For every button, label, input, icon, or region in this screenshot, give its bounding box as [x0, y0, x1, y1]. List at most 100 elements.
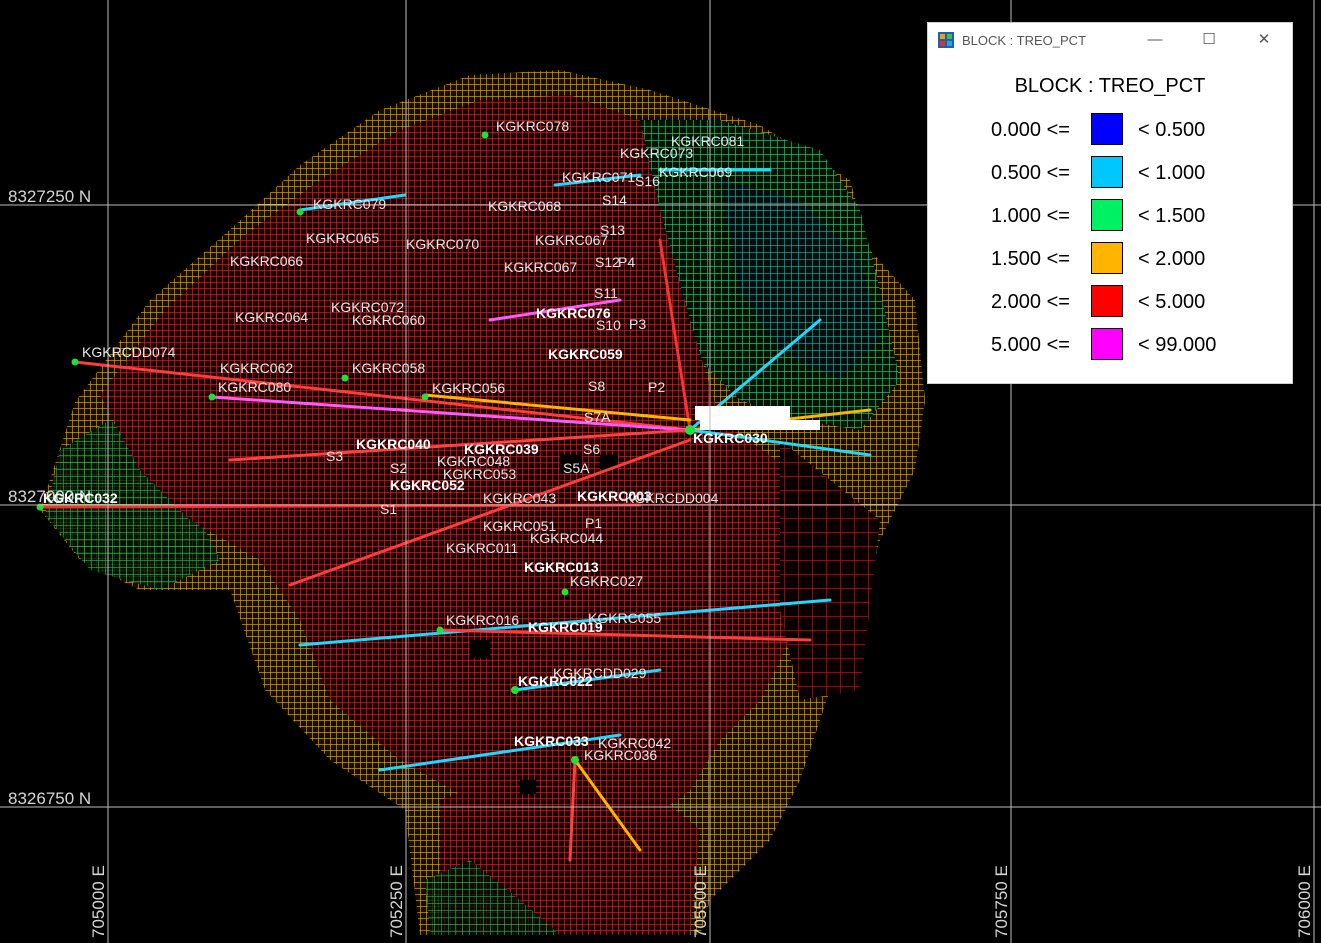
drill-trace: [573, 758, 642, 852]
legend-row: 1.000 <= < 1.500: [928, 198, 1292, 234]
northing-labels: 8327250 N 8327000 N 8326750 N: [8, 187, 91, 808]
hole-label: S5A: [563, 460, 590, 476]
legend-high: < 1.500: [1138, 205, 1206, 227]
legend-low: 0.500 <=: [991, 162, 1070, 184]
collar: [71, 358, 79, 366]
hole-label: KGKRC064: [235, 309, 308, 325]
block-void: [470, 640, 490, 658]
block-model-red-core: [100, 95, 800, 850]
drill-trace: [438, 628, 812, 642]
hole-label: KGKRC040: [356, 436, 431, 452]
hole-label: KGKRC044: [530, 530, 603, 546]
hole-label: KGKRC058: [352, 360, 425, 376]
collar: [561, 588, 569, 596]
block-void: [520, 780, 536, 794]
collar: [571, 756, 579, 764]
legend-swatch: [1091, 199, 1123, 231]
maximize-button[interactable]: ☐: [1202, 31, 1216, 48]
collar: [436, 626, 444, 634]
legend-swatch: [1091, 328, 1123, 360]
hole-label: P2: [648, 379, 665, 395]
hole-label: KGKRC078: [496, 118, 569, 134]
legend-row: 1.500 <= < 2.000: [928, 241, 1292, 277]
hole-label: KGKRC036: [584, 747, 657, 763]
hole-label: S11: [594, 285, 618, 301]
hole-label: KGKRC081: [671, 133, 744, 149]
hole-label: KGKRC076: [536, 305, 611, 321]
legend-low: 1.500 <=: [991, 248, 1070, 270]
hole-label: KGKRC043: [483, 490, 556, 506]
legend-low: 5.000 <=: [991, 334, 1070, 356]
legend-window[interactable]: BLOCK : TREO_PCT — ☐ ✕ BLOCK : TREO_PCT …: [927, 22, 1293, 384]
drill-trace: [513, 668, 662, 692]
hole-label: S14: [602, 192, 627, 208]
drill-trace: [553, 173, 642, 187]
legend-low: 0.000 <=: [991, 119, 1070, 141]
hole-label: KGKRC059: [548, 346, 623, 362]
drillhole-labels: KGKRC078 KGKRC081 KGKRC073 KGKRC069 KGKR…: [43, 118, 768, 763]
hole-label: S13: [600, 222, 625, 238]
hole-label: KGKRC019: [528, 619, 603, 635]
drill-trace: [210, 395, 692, 432]
minimize-button[interactable]: —: [1147, 31, 1163, 48]
hole-label: KGKRC053: [443, 466, 516, 482]
legend-low: 1.000 <=: [991, 205, 1070, 227]
hole-label: KGKRC056: [432, 380, 505, 396]
hole-label: S8: [588, 378, 605, 394]
close-button[interactable]: ✕: [1257, 31, 1271, 48]
easting-label: 705000 E: [89, 865, 108, 938]
hole-label: S1: [380, 501, 397, 517]
legend-row: 2.000 <= < 5.000: [928, 284, 1292, 320]
hole-label: KGKRC067: [535, 232, 608, 248]
hole-label: KGKRC069: [659, 164, 732, 180]
hole-label: KGKRC048: [437, 453, 510, 469]
legend-heading: BLOCK : TREO_PCT: [1014, 75, 1206, 97]
hole-label: KGKRC052: [390, 477, 465, 493]
hole-label: P3: [629, 316, 646, 332]
hole-label: KGKRC027: [570, 573, 643, 589]
drill-trace: [73, 360, 692, 432]
hole-label: KGKRC033: [514, 733, 589, 749]
legend-high: < 5.000: [1138, 291, 1206, 313]
drill-trace: [488, 298, 622, 322]
hole-label: KGKRC080: [218, 379, 291, 395]
legend-swatch: [1091, 113, 1123, 145]
collar: [421, 393, 429, 401]
hole-label: S16: [635, 173, 660, 189]
block-model: [40, 70, 925, 935]
hole-label: KGKRC016: [446, 612, 519, 628]
drill-trace: [298, 598, 832, 647]
easting-label: 705500 E: [691, 865, 710, 938]
collar: [208, 393, 216, 401]
legend-row: 5.000 <= < 99.000: [928, 327, 1292, 363]
collar: [685, 425, 695, 435]
hole-label: KGKRC066: [230, 253, 303, 269]
block-void: [560, 455, 582, 473]
legend-titlebar[interactable]: BLOCK : TREO_PCT — ☐ ✕: [928, 23, 1292, 57]
legend-swatch: [1091, 156, 1123, 188]
easting-labels: 705000 E 705250 E 705500 E 705750 E 7060…: [89, 865, 1314, 938]
hole-label: KGKRC051: [483, 518, 556, 534]
window-title: BLOCK : TREO_PCT: [962, 33, 1087, 48]
drill-trace: [378, 733, 622, 772]
drill-trace: [228, 428, 692, 462]
hole-label: KGKRC073: [620, 145, 693, 161]
hole-label: KGKRC065: [306, 230, 379, 246]
hole-label: KGKRC022: [518, 673, 593, 689]
block-model-cyan-zone: [720, 180, 880, 380]
northing-label: 8327250 N: [8, 187, 91, 206]
hole-label: S3: [326, 448, 343, 464]
hole-label: KGKRC072: [331, 299, 404, 315]
hole-label: KGKRC011: [446, 540, 518, 556]
hole-label: KGKRC067: [504, 259, 577, 275]
hole-label: KGKRC055: [588, 610, 661, 626]
drill-trace: [288, 438, 692, 587]
app-icon: [938, 32, 954, 48]
collar: [296, 208, 304, 216]
legend-low: 2.000 <=: [991, 291, 1070, 313]
block-model-bottom-rim: [425, 860, 560, 935]
collar: [481, 131, 489, 139]
hole-label: KGKRCDD074: [82, 344, 176, 360]
